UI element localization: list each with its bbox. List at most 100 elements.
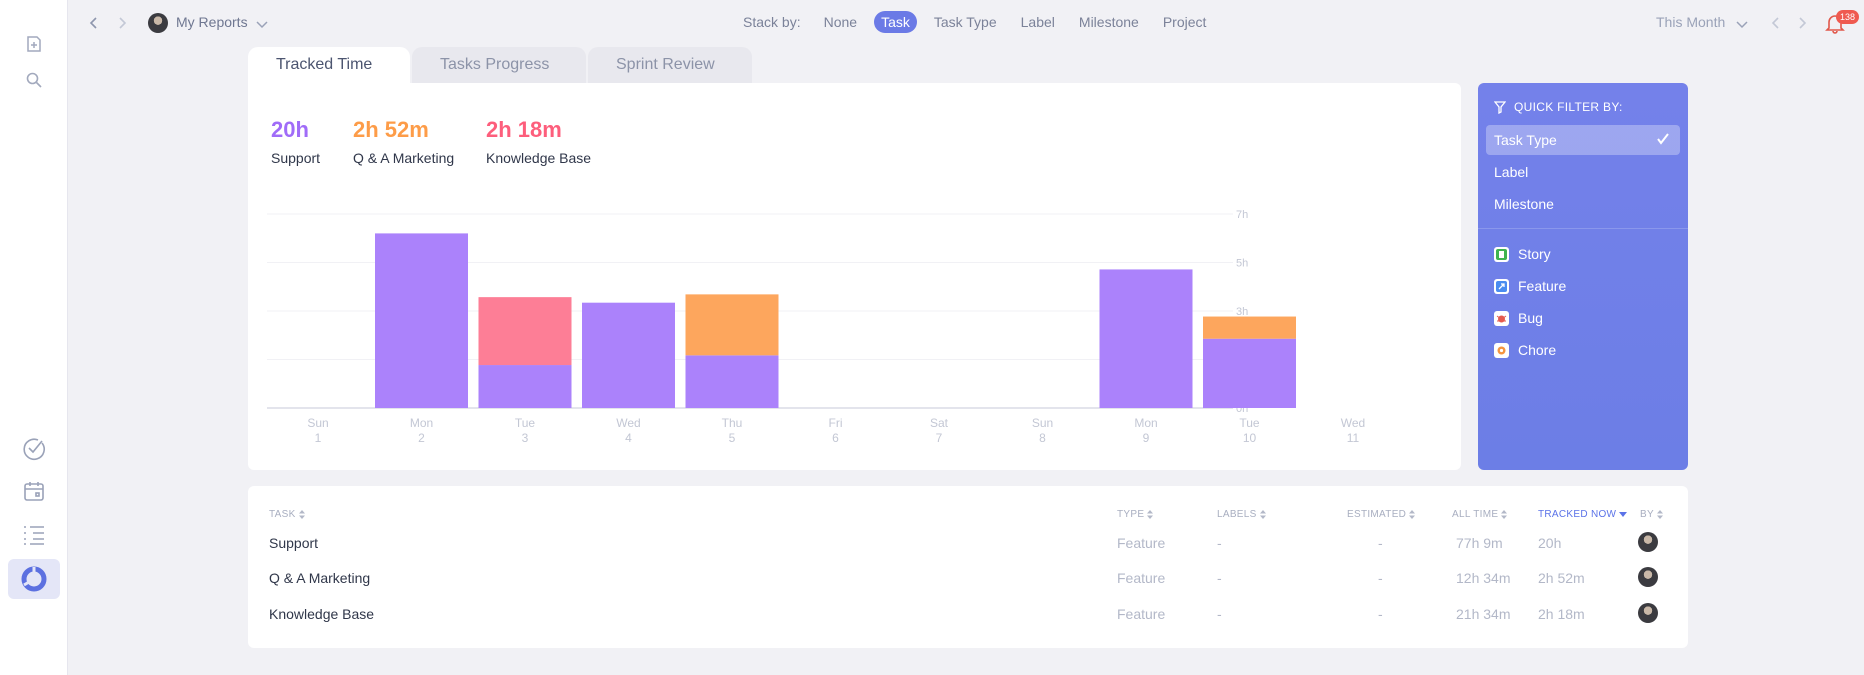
sidebar-item-done[interactable] — [8, 428, 60, 468]
sort-icon — [1656, 510, 1663, 519]
column-header-type[interactable]: TYPE — [1117, 509, 1154, 520]
x-tick-day-label: Thu — [722, 416, 743, 430]
column-header-labels[interactable]: LABELS — [1217, 509, 1266, 520]
chevron-down-icon — [256, 21, 268, 29]
cell-tracked-now: 20h — [1538, 535, 1562, 551]
tracked-time-chart-card: 20h Support 2h 52m Q & A Marketing 2h 18… — [248, 83, 1461, 470]
filter-divider — [1478, 228, 1688, 229]
sidebar-item-list[interactable] — [8, 515, 60, 555]
bug-icon — [1494, 310, 1509, 326]
period-next-button[interactable] — [1792, 13, 1812, 33]
summary-label: Q & A Marketing — [353, 150, 455, 166]
filter-option-label[interactable]: Label — [1486, 157, 1680, 187]
cell-estimated: - — [1378, 606, 1383, 622]
quick-filter-panel: QUICK FILTER BY: Task Type Label Milesto… — [1478, 83, 1688, 470]
filter-type-label: Chore — [1518, 342, 1557, 358]
chevron-left-icon — [89, 17, 97, 29]
column-header-all-time[interactable]: ALL TIME — [1452, 509, 1508, 520]
x-tick-date-label: 8 — [1039, 431, 1046, 445]
story-icon — [1494, 246, 1509, 262]
bar-knowledge-base — [478, 297, 572, 366]
cell-estimated: - — [1378, 535, 1383, 551]
filter-icon — [1494, 100, 1506, 114]
x-tick-day-label: Mon — [410, 416, 433, 430]
filter-type-feature[interactable]: Feature — [1494, 276, 1566, 296]
check-icon — [1657, 133, 1669, 145]
assignee-avatar[interactable] — [1638, 603, 1658, 623]
stack-option-milestone[interactable]: Milestone — [1078, 14, 1139, 30]
table-row[interactable]: Knowledge Base Feature - - 21h 34m 2h 18… — [248, 599, 1688, 629]
stack-option-task[interactable]: Task — [874, 11, 917, 33]
tab-sprint-review[interactable]: Sprint Review — [588, 47, 752, 83]
x-tick-date-label: 7 — [936, 431, 943, 445]
cell-estimated: - — [1378, 570, 1383, 586]
x-tick-date-label: 1 — [315, 431, 322, 445]
column-header-tracked-now[interactable]: TRACKED NOW — [1538, 509, 1628, 520]
summary-qa-marketing: 2h 52m Q & A Marketing — [353, 117, 454, 166]
filter-type-label: Bug — [1518, 310, 1543, 326]
y-tick-label: 3h — [1236, 306, 1248, 318]
sort-icon — [1409, 510, 1416, 519]
filter-type-chore[interactable]: Chore — [1494, 340, 1556, 360]
cell-all-time: 12h 34m — [1456, 570, 1511, 586]
column-header-label: LABELS — [1217, 509, 1257, 520]
sort-icon — [1147, 510, 1154, 519]
cell-tracked-now: 2h 18m — [1538, 606, 1585, 622]
page-title[interactable]: My Reports — [176, 14, 248, 30]
period-prev-button[interactable] — [1766, 13, 1786, 33]
forward-button[interactable] — [112, 13, 132, 33]
column-header-estimated[interactable]: ESTIMATED — [1347, 509, 1416, 520]
table-row[interactable]: Q & A Marketing Feature - - 12h 34m 2h 5… — [248, 563, 1688, 593]
sort-desc-icon — [1619, 511, 1628, 517]
column-header-label: ALL TIME — [1452, 509, 1499, 520]
x-tick-day-label: Fri — [829, 416, 843, 430]
column-header-task[interactable]: TASK — [269, 509, 305, 520]
column-header-label: TRACKED NOW — [1538, 509, 1617, 520]
cell-labels: - — [1217, 606, 1222, 622]
column-header-by[interactable]: BY — [1640, 509, 1663, 520]
filter-option-milestone[interactable]: Milestone — [1486, 189, 1680, 219]
user-avatar[interactable] — [148, 13, 168, 33]
chevron-right-icon — [119, 17, 127, 29]
new-task-button[interactable] — [8, 24, 60, 64]
cell-type: Feature — [1117, 535, 1166, 551]
assignee-avatar[interactable] — [1638, 567, 1658, 587]
period-dropdown-button[interactable] — [1736, 16, 1748, 34]
x-tick-date-label: 11 — [1347, 431, 1360, 445]
stack-option-task-type[interactable]: Task Type — [933, 14, 997, 30]
filter-option-label-text: Milestone — [1494, 196, 1554, 212]
x-tick-date-label: 4 — [625, 431, 632, 445]
bar-q-a-marketing — [685, 294, 779, 356]
filter-type-story[interactable]: Story — [1494, 244, 1551, 264]
bar-support — [685, 355, 779, 408]
check-circle-icon — [23, 438, 45, 460]
filter-option-task-type[interactable]: Task Type — [1486, 125, 1680, 155]
summary-support: 20h Support — [271, 117, 320, 166]
notification-count-badge: 138 — [1836, 10, 1860, 24]
bar-support — [582, 302, 675, 408]
x-tick-date-label: 6 — [832, 431, 839, 445]
search-button[interactable] — [8, 60, 60, 100]
table-row[interactable]: Support Feature - - 77h 9m 20h — [248, 528, 1688, 558]
task-list-icon — [24, 526, 44, 545]
tab-tasks-progress[interactable]: Tasks Progress — [412, 47, 586, 83]
chevron-down-icon — [1736, 21, 1748, 29]
stack-option-none[interactable]: None — [823, 14, 858, 30]
quick-filter-title-text: QUICK FILTER BY: — [1514, 100, 1623, 114]
sidebar-item-calendar[interactable] — [8, 471, 60, 511]
stack-option-project[interactable]: Project — [1162, 14, 1207, 30]
tab-tracked-time[interactable]: Tracked Time — [248, 47, 410, 83]
period-select[interactable]: This Month — [1656, 14, 1726, 30]
stack-option-label[interactable]: Label — [1020, 14, 1055, 30]
assignee-avatar[interactable] — [1638, 532, 1658, 552]
filter-type-bug[interactable]: Bug — [1494, 308, 1543, 328]
bar-support — [1203, 338, 1296, 408]
reports-dropdown-button[interactable] — [256, 16, 268, 34]
filter-type-label: Feature — [1518, 278, 1567, 294]
back-button[interactable] — [84, 13, 104, 33]
cell-all-time: 77h 9m — [1456, 535, 1503, 551]
summary-knowledge-base: 2h 18m Knowledge Base — [486, 117, 591, 166]
sidebar-item-reports[interactable] — [8, 559, 60, 599]
search-icon — [26, 72, 42, 88]
sort-icon — [1501, 510, 1508, 519]
